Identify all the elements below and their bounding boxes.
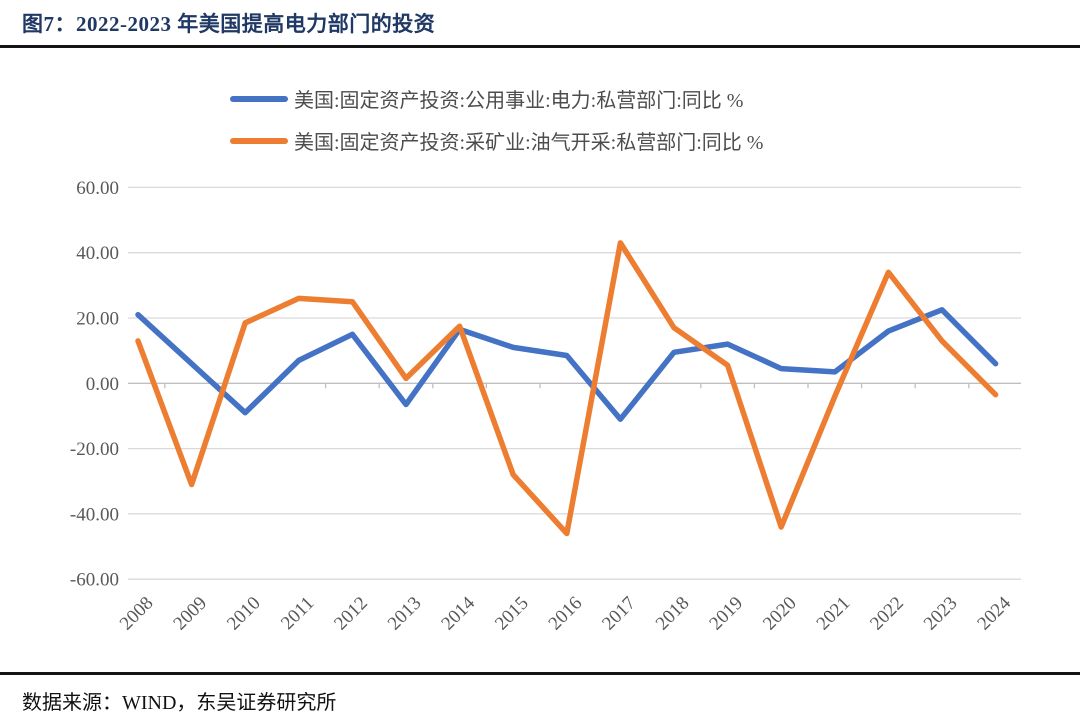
x-tick-label: 2010: [223, 593, 265, 635]
y-tick-label: 60.00: [76, 178, 119, 199]
x-tick-label: 2015: [491, 593, 533, 635]
x-tick-label: 2011: [277, 593, 318, 634]
x-tick-label: 2009: [169, 593, 211, 635]
x-tick-label: 2013: [384, 593, 426, 635]
y-tick-label: -20.00: [70, 439, 119, 460]
legend-item-power: 美国:固定资产投资:公用事业:电力:私营部门:同比 %: [230, 84, 763, 113]
x-tick-label: 2008: [116, 593, 158, 635]
title-divider-rule: [0, 45, 1080, 48]
x-tick-label: 2023: [920, 593, 962, 635]
x-tick-label: 2014: [437, 592, 479, 634]
legend-label-power: 美国:固定资产投资:公用事业:电力:私营部门:同比 %: [294, 90, 744, 112]
x-tick-label: 2018: [652, 593, 694, 635]
y-axis-labels: 60.00 40.00 20.00 0.00 -20.00 -40.00 -60.00: [70, 178, 119, 591]
y-tick-label: 0.00: [86, 374, 119, 395]
data-source-note: 数据来源：WIND，东吴证券研究所: [22, 692, 337, 714]
chart-legend: 美国:固定资产投资:公用事业:电力:私营部门:同比 % 美国:固定资产投资:采矿…: [230, 84, 763, 155]
x-axis-ticks: [164, 383, 970, 389]
x-tick-label: 2022: [866, 593, 908, 635]
x-axis-labels: 2008 2009 2010 2011 2012 2013 2014 2015 2016 2017…: [116, 592, 1016, 634]
legend-item-oilgas: 美国:固定资产投资:采矿业:油气开采:私营部门:同比 %: [230, 126, 763, 155]
x-tick-label: 2012: [330, 593, 372, 635]
x-tick-label: 2020: [759, 593, 801, 635]
x-tick-label: 2019: [705, 593, 747, 635]
series-line-oilgas-mining: [135, 240, 999, 537]
legend-swatch-oilgas-line: [230, 137, 288, 144]
x-tick-label: 2024: [973, 592, 1015, 634]
y-tick-label: -60.00: [70, 570, 119, 591]
footer-divider-rule: [0, 672, 1080, 675]
x-tick-label: 2021: [813, 593, 855, 635]
y-tick-label: -40.00: [70, 504, 119, 525]
figure-title: 图7：2022-2023 年美国提高电力部门的投资: [22, 12, 436, 36]
legend-swatch-power-line: [230, 95, 288, 102]
x-tick-label: 2016: [545, 593, 587, 635]
x-tick-label: 2017: [598, 593, 640, 635]
y-tick-label: 20.00: [76, 309, 119, 330]
y-tick-label: 40.00: [76, 243, 119, 264]
gridlines: [128, 186, 1021, 580]
legend-label-oilgas: 美国:固定资产投资:采矿业:油气开采:私营部门:同比 %: [294, 132, 764, 154]
